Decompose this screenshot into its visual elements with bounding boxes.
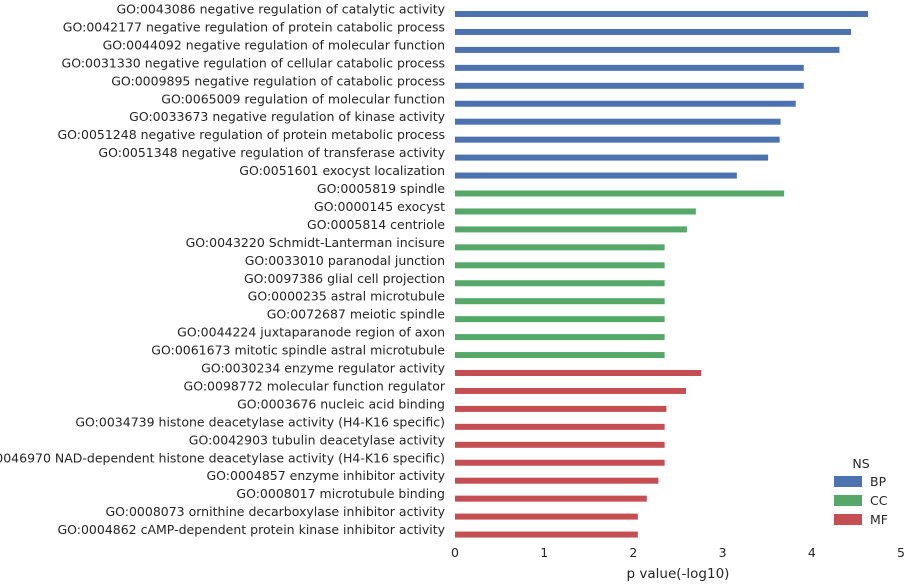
- category-label: GO:0098772 molecular function regulator: [184, 378, 446, 393]
- category-label: GO:0046970 NAD-dependent histone deacety…: [0, 450, 445, 465]
- legend: NS BP CC MF: [834, 456, 888, 527]
- x-axis: 0 1 2 3 4 5: [451, 545, 905, 560]
- category-label: GO:0044092 negative regulation of molecu…: [103, 37, 445, 52]
- category-label: GO:0008017 microtubule binding: [236, 486, 445, 501]
- bar-bp: [455, 154, 769, 161]
- bar-cc: [455, 316, 665, 323]
- category-label: GO:0061673 mitotic spindle astral microt…: [151, 343, 445, 358]
- bar-mf: [455, 513, 638, 520]
- legend-swatch-bp: [834, 476, 862, 487]
- legend-title: NS: [852, 456, 869, 471]
- bar-bp: [455, 172, 737, 179]
- category-label: GO:0051348 negative regulation of transf…: [98, 145, 445, 160]
- category-label: GO:0031330 negative regulation of cellul…: [62, 55, 445, 70]
- bar-cc: [455, 208, 696, 215]
- legend-swatch-cc: [834, 495, 862, 506]
- x-tick-label: 1: [540, 545, 548, 560]
- category-label: GO:0000145 exocyst: [314, 199, 445, 214]
- bar-bp: [455, 11, 868, 17]
- bars: [455, 11, 868, 538]
- bar-bp: [455, 82, 804, 89]
- bar-mf: [455, 531, 638, 538]
- bar-cc: [455, 334, 665, 341]
- x-axis-title: p value(-log10): [627, 566, 730, 582]
- bar-mf: [455, 441, 665, 448]
- category-label: GO:0009895 negative regulation of catabo…: [111, 73, 445, 88]
- category-label: GO:0072687 meiotic spindle: [267, 307, 446, 322]
- category-label: GO:0043220 Schmidt-Lanterman incisure: [186, 235, 446, 250]
- category-label: GO:0004857 enzyme inhibitor activity: [206, 468, 445, 483]
- category-label: GO:0051248 negative regulation of protei…: [57, 127, 445, 142]
- bar-bp: [455, 64, 804, 71]
- category-label: GO:0065009 regulation of molecular funct…: [161, 91, 445, 106]
- category-label: GO:0097386 glial cell projection: [244, 271, 445, 286]
- category-label: GO:0033673 negative regulation of kinase…: [129, 109, 445, 124]
- category-label: GO:0051601 exocyst localization: [239, 163, 445, 178]
- bar-mf: [455, 370, 702, 376]
- x-tick-label: 0: [451, 545, 459, 560]
- bar-cc: [455, 280, 665, 287]
- bar-bp: [455, 118, 781, 125]
- bar-cc: [455, 244, 665, 251]
- bar-mf: [455, 405, 667, 412]
- bar-cc: [455, 298, 665, 305]
- legend-label-bp: BP: [870, 474, 887, 489]
- category-label: GO:0034739 histone deacetylase activity …: [75, 414, 445, 429]
- x-tick-label: 5: [897, 545, 905, 560]
- category-label: GO:0005819 spindle: [317, 181, 445, 196]
- bar-bp: [455, 46, 840, 53]
- category-label: GO:0042903 tubulin deacetylase activity: [189, 432, 446, 447]
- bar-cc: [455, 226, 687, 233]
- category-label: GO:0044224 juxtaparanode region of axon: [177, 325, 445, 340]
- x-tick-label: 2: [629, 545, 637, 560]
- category-label: GO:0008073 ornithine decarboxylase inhib…: [105, 504, 445, 519]
- category-label: GO:0043086 negative regulation of cataly…: [116, 2, 445, 17]
- category-label: GO:0042177 negative regulation of protei…: [63, 19, 445, 34]
- legend-label-cc: CC: [870, 493, 888, 508]
- category-label: GO:0004862 cAMP-dependent protein kinase…: [57, 522, 445, 537]
- category-label: GO:0003676 nucleic acid binding: [237, 396, 445, 411]
- bar-bp: [455, 100, 796, 107]
- x-tick-label: 3: [719, 545, 727, 560]
- bar-cc: [455, 190, 785, 197]
- bar-bp: [455, 28, 852, 35]
- legend-swatch-mf: [834, 514, 862, 525]
- bar-mf: [455, 423, 665, 430]
- bar-cc: [455, 352, 665, 359]
- bar-bp: [455, 136, 780, 143]
- bar-mf: [455, 387, 687, 394]
- category-label: GO:0005814 centriole: [307, 217, 445, 232]
- bar-mf: [455, 477, 659, 484]
- x-tick-label: 4: [808, 545, 816, 560]
- category-label: GO:0033010 paranodal junction: [245, 253, 445, 268]
- legend-label-mf: MF: [870, 512, 888, 527]
- category-labels: GO:0043086 negative regulation of cataly…: [0, 2, 446, 538]
- bar-mf: [455, 495, 647, 502]
- category-label: GO:0000235 astral microtubule: [248, 289, 446, 304]
- bar-cc: [455, 262, 665, 269]
- category-label: GO:0030234 enzyme regulator activity: [201, 361, 445, 376]
- bar-mf: [455, 459, 665, 466]
